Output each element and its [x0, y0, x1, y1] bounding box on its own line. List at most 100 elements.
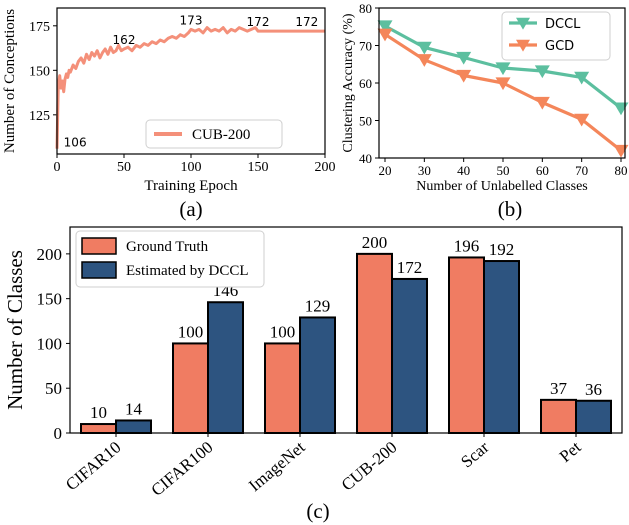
chart-b-y-tick-label: 60 — [359, 76, 372, 91]
chart-a-x-tick-label: 50 — [117, 160, 131, 175]
chart-a-marks: 0 50 100 150 200 125 150 175 106 162 173 172 172 — [29, 13, 336, 175]
chart-b-x-tick-label: 30 — [418, 163, 431, 178]
chart-b-point-dccl — [574, 71, 590, 85]
chart-a-y-tick-label: 125 — [29, 109, 50, 124]
chart-c-y-tick-label: 150 — [37, 290, 63, 309]
chart-c-bar-ground-truth — [172, 342, 209, 434]
chart-c-legend: Ground Truth Estimated by DCCL — [75, 230, 265, 288]
chart-b-point-gcd — [456, 69, 472, 83]
chart-a-x-label: Training Epoch — [144, 178, 238, 194]
chart-b-point-gcd — [534, 96, 550, 110]
chart-b: 20 30 40 50 60 70 80 40 50 60 70 80 Number of Unlab… — [341, 1, 629, 221]
chart-c-data-label-estimated: 172 — [397, 258, 423, 277]
panel-label-c: (c) — [306, 499, 329, 523]
chart-b-x-tick-label: 70 — [575, 163, 588, 178]
chart-a-y-label: Number of Conceptions — [2, 9, 18, 153]
chart-b-x-label: Number of Unlabelled Classes — [416, 179, 587, 194]
chart-b-point-gcd — [574, 113, 590, 127]
chart-b-x-tick-label: 60 — [536, 163, 549, 178]
chart-a-annotation: 162 — [113, 33, 136, 47]
chart-a-annotation: 173 — [180, 13, 203, 27]
chart-b-legend-marker-dccl — [516, 17, 530, 30]
chart-c-y-tick-label: 50 — [45, 379, 62, 398]
chart-c-x-tick-label: Scar — [457, 437, 493, 471]
chart-b-legend-label-gcd: GCD — [545, 39, 574, 54]
chart-b-point-gcd — [613, 144, 629, 158]
chart-b-point-dccl — [456, 51, 472, 65]
chart-c-y-tick-label: 200 — [37, 245, 63, 264]
chart-c-bar-ground-truth — [356, 252, 393, 434]
chart-b-y-label: Clustering Accuracy (%) — [341, 13, 356, 153]
chart-a-legend: CUB-200 — [145, 119, 283, 149]
chart-c-bar-estimated — [391, 277, 428, 434]
chart-c-data-label-ground-truth: 100 — [178, 322, 204, 341]
chart-b-point-dccl — [416, 41, 432, 55]
chart-c-x-tick-label: Pet — [556, 437, 585, 466]
chart-a-legend-box — [145, 119, 283, 149]
chart-c-x-tick-label: CIFAR100 — [147, 438, 216, 500]
chart-c-data-label-ground-truth: 37 — [550, 379, 568, 398]
chart-c-x-tick-label: ImageNet — [245, 437, 309, 495]
chart-a: 0 50 100 150 200 125 150 175 106 162 173 172 172 Tra… — [2, 7, 336, 221]
chart-b-x-tick-label: 80 — [615, 163, 628, 178]
chart-c-bar-estimated — [483, 260, 520, 434]
chart-b-point-dccl — [613, 102, 629, 116]
chart-b-legend: DCCL GCD — [501, 11, 611, 61]
panel-label-a: (a) — [179, 197, 202, 221]
chart-b-y-tick-label: 80 — [359, 1, 372, 16]
chart-b-point-dccl — [377, 20, 393, 34]
chart-c-bar-estimated — [207, 301, 244, 434]
chart-c-bar-estimated — [115, 419, 152, 435]
chart-c-data-label-ground-truth: 10 — [90, 403, 107, 422]
chart-a-annotation: 106 — [64, 136, 87, 150]
chart-c-y-tick-label: 100 — [37, 334, 63, 353]
chart-c-legend-swatch-est — [81, 261, 117, 279]
chart-c-data-label-ground-truth: 100 — [270, 322, 296, 341]
chart-c-frame — [69, 226, 623, 434]
chart-c-bar-ground-truth — [80, 423, 117, 435]
chart-c-bar-estimated — [299, 316, 336, 435]
chart-b-legend-marker-gcd — [516, 39, 530, 52]
chart-b-y-tick-label: 40 — [359, 151, 372, 166]
chart-b-point-gcd — [377, 28, 393, 42]
chart-c-x-tick-label: CUB-200 — [338, 438, 401, 495]
chart-b-y-tick-label: 50 — [359, 114, 372, 129]
chart-c-bar-ground-truth — [540, 398, 577, 434]
chart-b-point-gcd — [416, 54, 432, 67]
chart-c-y-label: Number of Classes — [3, 250, 27, 410]
chart-c-legend-label-gt: Ground Truth — [126, 239, 209, 255]
chart-b-x-tick-label: 50 — [497, 163, 510, 178]
chart-c-x-tick-label: CIFAR10 — [62, 438, 125, 495]
chart-a-series-cub-200 — [55, 26, 325, 149]
chart-b-legend-label-dccl: DCCL — [545, 17, 581, 32]
chart-b-marks: 20 30 40 50 60 70 80 40 50 60 70 80 — [359, 1, 629, 178]
chart-b-y-tick-label: 70 — [359, 39, 372, 54]
chart-a-x-tick-label: 100 — [181, 160, 202, 175]
chart-a-y-tick-label: 150 — [29, 64, 50, 79]
chart-c-bar-estimated — [575, 399, 612, 435]
chart-b-x-tick-label: 20 — [379, 163, 392, 178]
chart-c-legend-swatch-gt — [81, 237, 117, 255]
chart-c-bar-ground-truth — [448, 256, 485, 434]
chart-a-x-tick-label: 200 — [315, 160, 336, 175]
chart-c-y-tick-label: 0 — [54, 424, 63, 443]
chart-c-data-label-estimated: 192 — [489, 240, 515, 259]
chart-a-annotation: 172 — [247, 15, 270, 29]
chart-c-data-label-estimated: 36 — [585, 380, 602, 399]
chart-c-data-label-estimated: 129 — [305, 296, 331, 315]
chart-a-frame — [56, 7, 326, 155]
chart-c-legend-label-est: Estimated by DCCL — [126, 263, 249, 279]
panel-label-b: (b) — [498, 197, 523, 221]
chart-b-frame — [378, 7, 626, 159]
chart-c-data-label-ground-truth: 196 — [454, 236, 480, 255]
chart-c-bar-ground-truth — [264, 342, 301, 434]
chart-a-legend-label: CUB-200 — [192, 127, 250, 143]
chart-b-point-dccl — [534, 65, 550, 79]
chart-b-x-tick-label: 40 — [457, 163, 470, 178]
chart-c-data-label-ground-truth: 200 — [362, 233, 388, 252]
chart-a-annotation: 172 — [295, 15, 318, 29]
chart-b-point-dccl — [495, 62, 511, 76]
